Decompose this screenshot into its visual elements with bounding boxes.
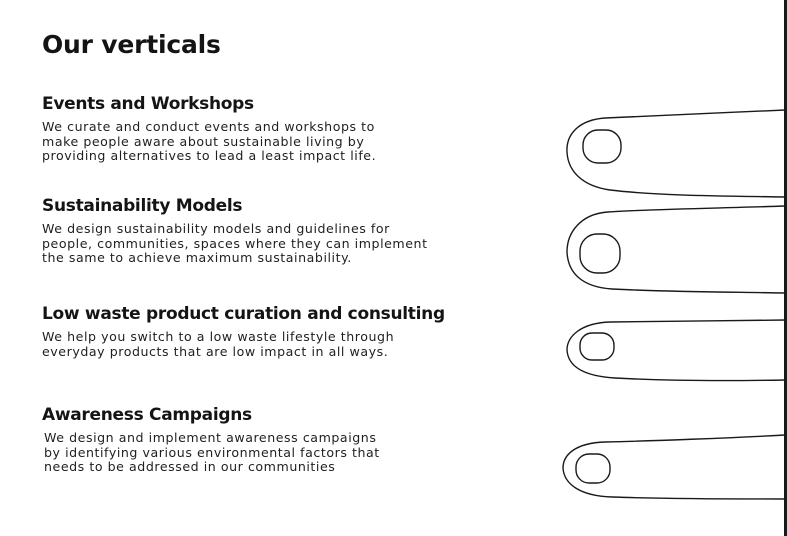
vertical-heading: Low waste product curation and consultin… xyxy=(42,304,445,324)
vertical-description: We design and implement awareness campai… xyxy=(44,430,380,475)
vertical-sustainability-models: Sustainability Models We design sustaina… xyxy=(42,196,428,266)
finger-outline-icon xyxy=(566,205,786,294)
finger-outline-icon xyxy=(566,109,786,198)
right-edge-border xyxy=(784,0,787,536)
vertical-heading: Events and Workshops xyxy=(42,94,254,114)
vertical-description: We help you switch to a low waste lifest… xyxy=(42,329,395,359)
vertical-events-and-workshops: Events and Workshops We curate and condu… xyxy=(42,94,376,164)
vertical-awareness-campaigns: Awareness Campaigns We design and implem… xyxy=(42,405,380,475)
vertical-description: We design sustainability models and guid… xyxy=(42,221,428,266)
vertical-low-waste-product-curation: Low waste product curation and consultin… xyxy=(42,304,445,359)
vertical-heading: Awareness Campaigns xyxy=(42,405,252,425)
vertical-description: We curate and conduct events and worksho… xyxy=(42,119,377,164)
finger-outline-icon xyxy=(562,434,786,500)
page-title: Our verticals xyxy=(42,30,221,59)
finger-outline-icon xyxy=(566,319,786,382)
vertical-heading: Sustainability Models xyxy=(42,196,243,216)
